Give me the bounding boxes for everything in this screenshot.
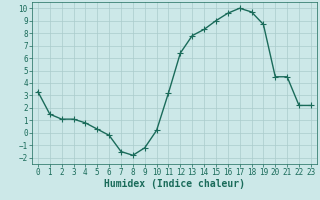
X-axis label: Humidex (Indice chaleur): Humidex (Indice chaleur) (104, 179, 245, 189)
